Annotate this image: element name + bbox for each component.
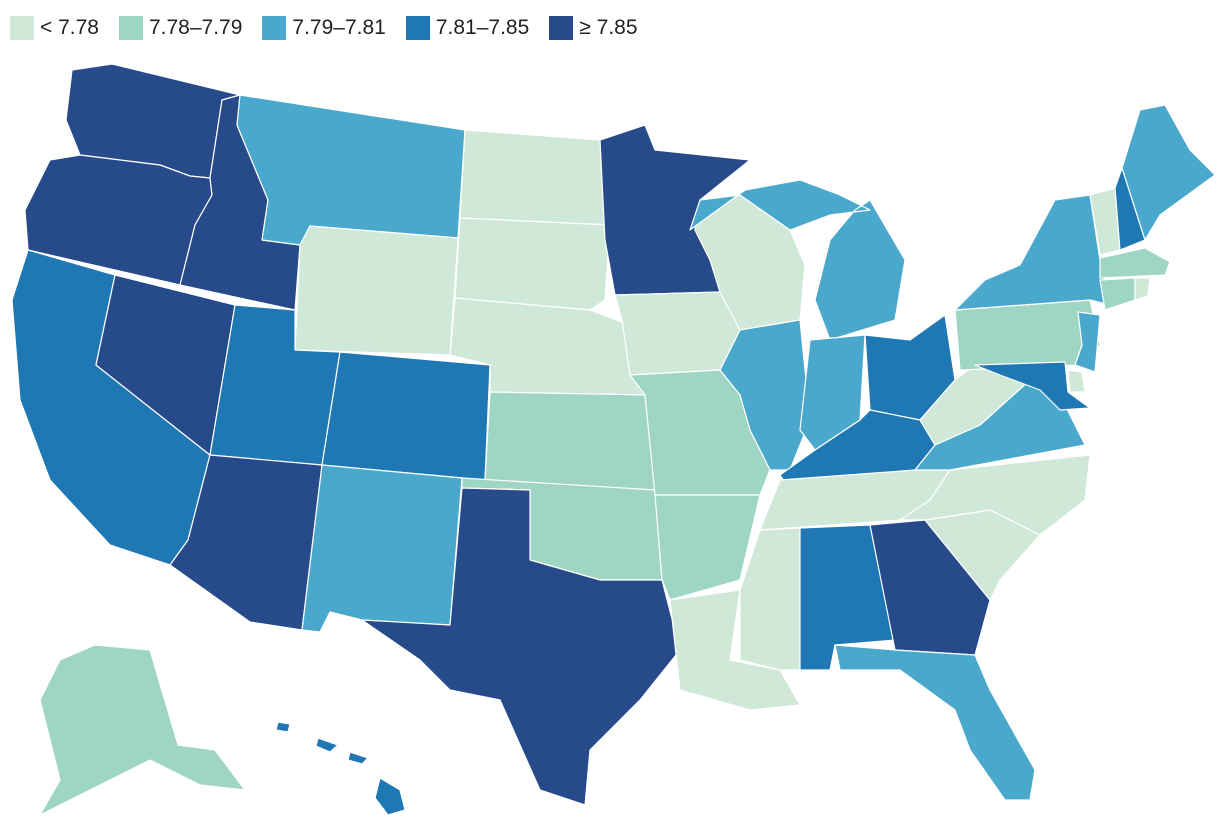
- state-arkansas[interactable]: [654, 494, 761, 601]
- state-montana[interactable]: [236, 94, 466, 246]
- state-south-dakota[interactable]: [454, 217, 611, 311]
- legend-item-1: < 7.78: [10, 16, 99, 40]
- state-north-carolina[interactable]: [899, 454, 1091, 536]
- state-florida[interactable]: [834, 644, 1036, 801]
- state-iowa[interactable]: [614, 291, 741, 376]
- state-delaware[interactable]: [1067, 369, 1086, 393]
- legend-item-2: 7.78–7.79: [118, 16, 243, 40]
- state-new-mexico[interactable]: [301, 464, 463, 633]
- state-alaska[interactable]: [39, 644, 246, 816]
- legend-label-2: 7.78–7.79: [148, 16, 243, 39]
- state-hawaii[interactable]: [275, 721, 406, 816]
- legend-swatch-3: [262, 16, 287, 40]
- state-rhode-island[interactable]: [1134, 277, 1151, 301]
- legend-label-4: 7.81–7.85: [435, 16, 530, 39]
- legend-swatch-2: [118, 16, 143, 40]
- legend-label-5: ≥ 7.85: [579, 16, 638, 39]
- legend-item-3: 7.79–7.81: [262, 16, 386, 40]
- legend-swatch-4: [405, 16, 430, 40]
- state-maryland[interactable]: [974, 361, 1091, 411]
- state-wyoming[interactable]: [294, 225, 459, 356]
- state-connecticut[interactable]: [1099, 277, 1136, 311]
- state-colorado[interactable]: [321, 351, 491, 481]
- state-texas[interactable]: [361, 487, 681, 806]
- state-illinois[interactable]: [719, 319, 811, 471]
- legend-item-5: ≥ 7.85: [549, 16, 638, 40]
- state-north-dakota[interactable]: [459, 129, 611, 226]
- state-michigan[interactable]: [689, 179, 906, 341]
- state-maine[interactable]: [1121, 104, 1216, 241]
- legend: < 7.78 7.78–7.79 7.79–7.81 7.81–7.85 ≥ 7…: [10, 12, 658, 44]
- state-new-jersey[interactable]: [1074, 311, 1101, 373]
- state-kansas[interactable]: [484, 391, 656, 491]
- legend-swatch-5: [549, 16, 574, 40]
- legend-label-1: < 7.78: [40, 16, 99, 39]
- legend-label-3: 7.79–7.81: [292, 16, 386, 39]
- state-massachusetts[interactable]: [1099, 247, 1171, 279]
- state-new-york[interactable]: [954, 194, 1111, 311]
- state-louisiana[interactable]: [669, 589, 801, 711]
- legend-swatch-1: [10, 16, 34, 40]
- state-georgia[interactable]: [869, 519, 991, 656]
- legend-item-4: 7.81–7.85: [405, 16, 530, 40]
- state-mississippi[interactable]: [739, 527, 801, 671]
